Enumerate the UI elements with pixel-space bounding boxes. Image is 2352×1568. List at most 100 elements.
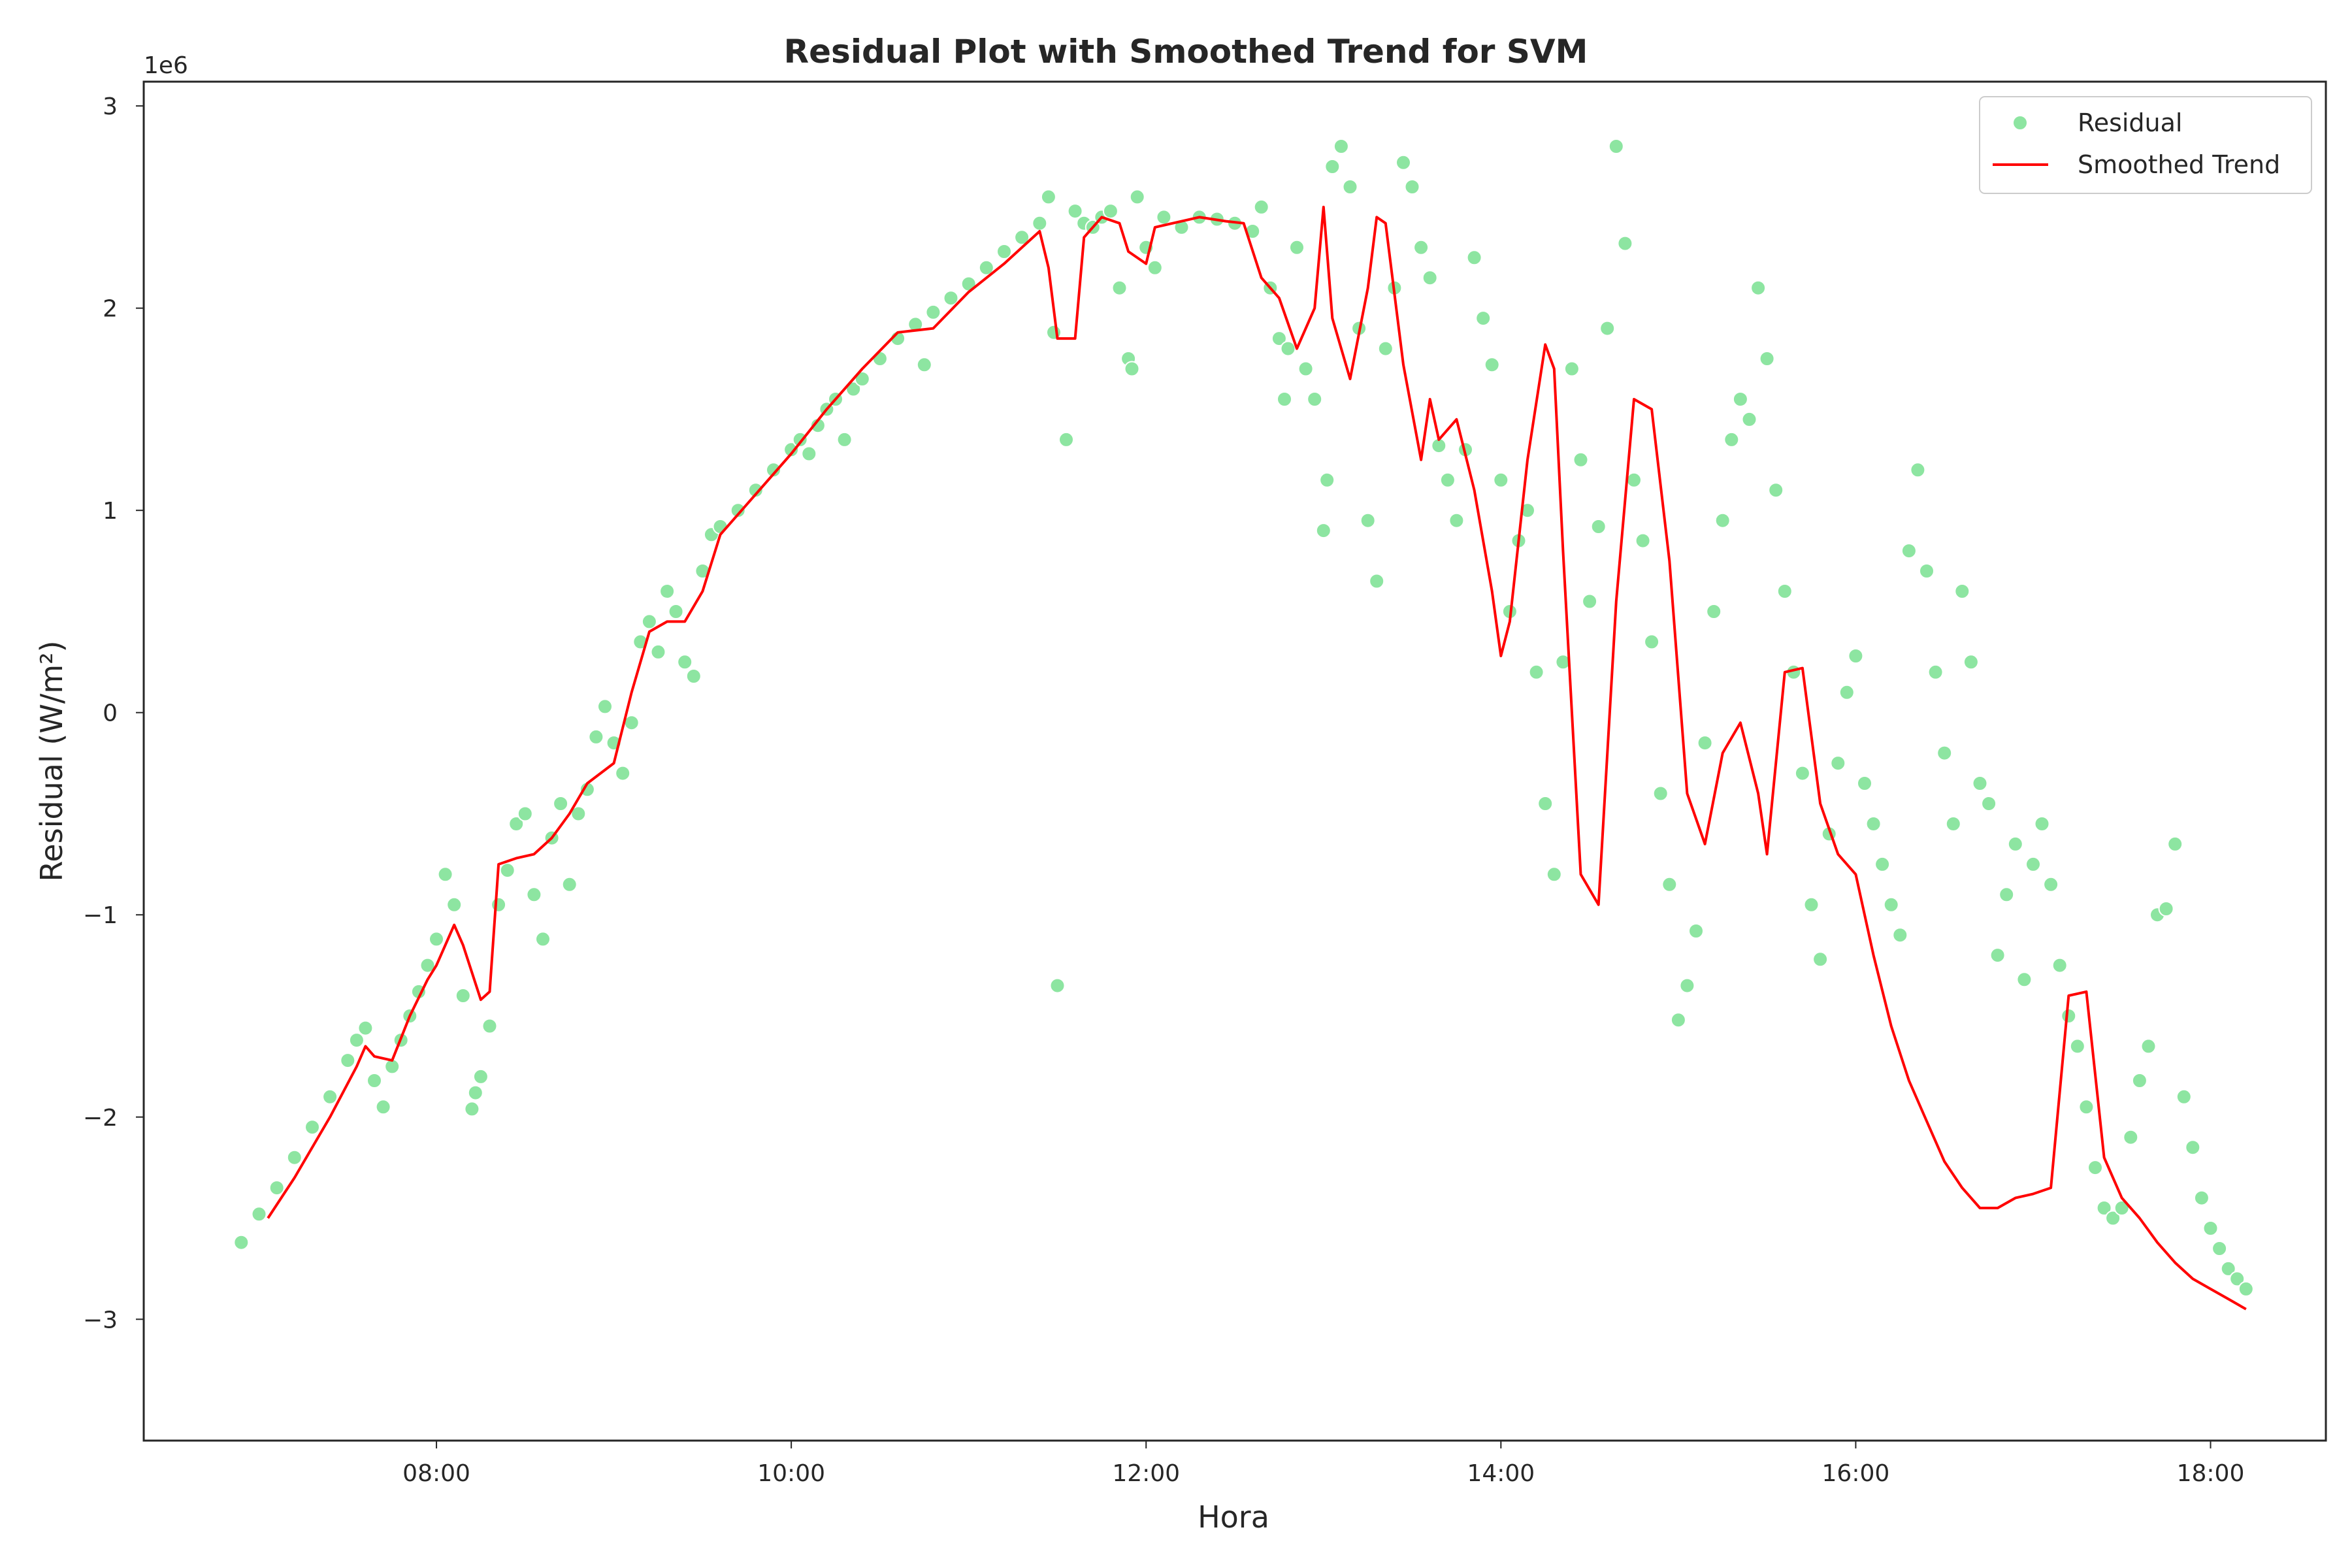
residual-point bbox=[2140, 1038, 2157, 1054]
legend-marker-residual bbox=[2012, 115, 2028, 131]
residual-point bbox=[668, 604, 684, 619]
residual-point bbox=[367, 1073, 382, 1088]
residual-point bbox=[1865, 816, 1882, 832]
residual-point bbox=[2158, 901, 2174, 917]
residual-point bbox=[1644, 634, 1660, 650]
legend-label-residual: Residual bbox=[2078, 108, 2182, 137]
residual-point bbox=[1776, 583, 1793, 599]
legend: Residual Smoothed Trend bbox=[1979, 96, 2312, 194]
residual-point bbox=[1608, 139, 1624, 154]
residual-point bbox=[1582, 593, 1598, 610]
residual-point bbox=[1679, 977, 1695, 994]
residual-point bbox=[1803, 896, 1820, 913]
residual-point bbox=[1277, 391, 1292, 407]
residual-point bbox=[1732, 391, 1748, 407]
residual-point bbox=[2202, 1220, 2219, 1236]
residual-point bbox=[2087, 1160, 2103, 1176]
residual-point bbox=[1714, 512, 1731, 529]
residual-point bbox=[1963, 654, 1979, 670]
residual-point bbox=[1910, 462, 1926, 478]
residual-point bbox=[2193, 1190, 2210, 1206]
residual-point bbox=[2043, 876, 2059, 892]
residual-point bbox=[1422, 270, 1438, 286]
y-tick-label: −3 bbox=[83, 1307, 118, 1333]
residual-point bbox=[2220, 1260, 2236, 1277]
residual-point bbox=[1874, 856, 1891, 872]
residual-point bbox=[1563, 361, 1580, 377]
residual-point bbox=[677, 654, 693, 670]
residual-point bbox=[1759, 351, 1775, 367]
residual-point bbox=[561, 876, 578, 892]
residual-point bbox=[1147, 259, 1163, 276]
residual-point bbox=[1857, 776, 1872, 791]
residual-point bbox=[659, 583, 676, 599]
residual-point bbox=[1040, 189, 1056, 205]
residual-point bbox=[1319, 472, 1335, 488]
residual-point bbox=[1049, 977, 1066, 994]
residual-point bbox=[2069, 1038, 2085, 1054]
residual-point bbox=[419, 957, 436, 973]
residual-point bbox=[1919, 563, 1935, 579]
residual-point bbox=[1466, 250, 1482, 266]
residual-point bbox=[429, 931, 444, 947]
residual-point bbox=[1989, 947, 2006, 964]
residual-point bbox=[597, 698, 613, 715]
residual-point bbox=[1360, 512, 1376, 529]
residual-point bbox=[1661, 876, 1678, 892]
residual-point bbox=[1333, 139, 1349, 154]
residual-point bbox=[455, 988, 471, 1004]
residual-point bbox=[1688, 923, 1704, 939]
residual-point bbox=[1124, 361, 1140, 377]
residual-point bbox=[943, 290, 959, 306]
residual-point bbox=[499, 862, 515, 879]
residual-point bbox=[1635, 532, 1651, 549]
residual-point bbox=[1156, 209, 1172, 225]
residual-point bbox=[2123, 1129, 2139, 1145]
residual-point bbox=[1102, 203, 1119, 220]
residual-point bbox=[1573, 451, 1589, 468]
residual-point bbox=[1484, 357, 1500, 373]
residual-point bbox=[233, 1234, 250, 1250]
residual-point bbox=[251, 1206, 267, 1222]
y-tick-label: 1 bbox=[103, 498, 118, 525]
residual-point bbox=[650, 644, 666, 660]
residual-point bbox=[1493, 472, 1509, 488]
residual-point bbox=[375, 1099, 391, 1115]
y-tick-label: −1 bbox=[83, 902, 118, 929]
residual-point bbox=[2212, 1241, 2228, 1256]
residual-point bbox=[1892, 927, 1908, 943]
residual-point bbox=[1413, 239, 1429, 255]
residual-point bbox=[437, 866, 453, 883]
residual-point bbox=[472, 1068, 489, 1085]
residual-point bbox=[685, 668, 702, 684]
residual-point bbox=[570, 806, 587, 822]
residual-point bbox=[464, 1101, 480, 1117]
residual-point bbox=[1129, 189, 1145, 205]
residual-point bbox=[508, 816, 525, 832]
residual-point bbox=[1838, 684, 1855, 700]
residual-point bbox=[916, 357, 932, 373]
residual-point bbox=[1342, 179, 1358, 195]
x-tick-label: 10:00 bbox=[757, 1460, 825, 1487]
residual-point bbox=[1812, 951, 1829, 968]
x-tick-label: 14:00 bbox=[1467, 1460, 1535, 1487]
residual-point bbox=[1298, 361, 1314, 377]
residual-point bbox=[553, 796, 569, 811]
x-axis-ticks: 08:00 10:00 12:00 14:00 16:00 18:00 bbox=[402, 1441, 2244, 1487]
residual-point bbox=[467, 1085, 483, 1101]
legend-label-smoothed-trend: Smoothed Trend bbox=[2078, 150, 2280, 179]
residual-point bbox=[1794, 765, 1810, 781]
residual-point bbox=[322, 1088, 338, 1105]
residual-point bbox=[1111, 280, 1128, 296]
residual-point bbox=[1315, 523, 1331, 539]
residual-point bbox=[1289, 239, 1305, 255]
residual-point bbox=[1830, 755, 1846, 772]
residual-point bbox=[1324, 159, 1341, 174]
residual-point bbox=[1750, 280, 1767, 296]
residual-point bbox=[1999, 887, 2015, 903]
residual-point bbox=[836, 431, 853, 448]
residual-point bbox=[1599, 320, 1616, 336]
residual-point bbox=[712, 519, 728, 534]
residual-point bbox=[996, 244, 1012, 259]
